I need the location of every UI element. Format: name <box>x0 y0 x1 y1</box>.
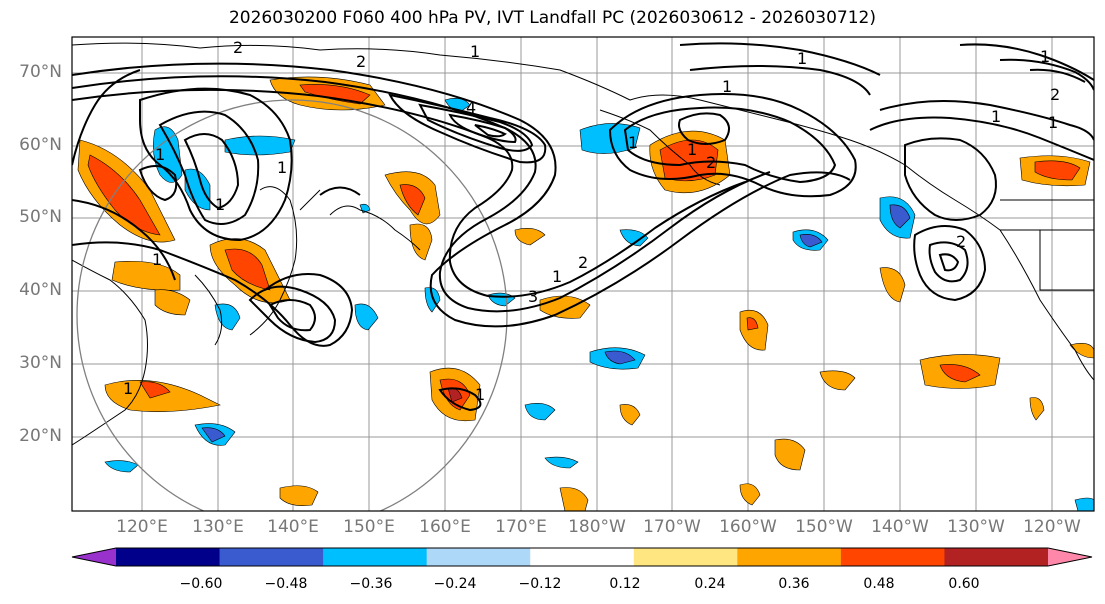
contour-label: 4 <box>466 98 476 117</box>
lon-label: 140°W <box>871 517 929 537</box>
contour-label: 1 <box>475 385 485 404</box>
lon-label: 170°E <box>495 517 547 537</box>
lon-label: 160°E <box>419 517 471 537</box>
lon-label: 120°E <box>116 517 168 537</box>
contour-label: 1 <box>1040 47 1050 66</box>
contour-label: 1 <box>722 77 732 96</box>
colorbar-extend-low <box>72 548 116 566</box>
lat-label: 60°N <box>19 135 62 155</box>
contour-label: 1 <box>277 158 287 177</box>
contour-label: 1 <box>155 145 165 164</box>
lon-label: 160°W <box>719 517 777 537</box>
contour-label: 2 <box>233 38 243 57</box>
colorbar-cell <box>323 548 428 566</box>
lon-label: 130°W <box>947 517 1005 537</box>
contour-label: 1 <box>628 133 638 152</box>
lon-label: 120°W <box>1023 517 1081 537</box>
lat-label: 30°N <box>19 353 62 373</box>
pv-contours <box>72 42 1094 412</box>
lat-label: 20°N <box>19 426 62 446</box>
colorbar-cell <box>426 548 531 566</box>
reference-circle <box>76 99 508 511</box>
colorbar-tick-label: 0.12 <box>609 576 641 592</box>
contour-label: 1 <box>470 42 480 61</box>
contour-label: 1 <box>152 250 162 269</box>
contour-label: 1 <box>991 107 1001 126</box>
colorbar-cell <box>633 548 738 566</box>
colorbar-cell <box>840 548 945 566</box>
colorbar-tick-label: 0.36 <box>778 576 810 592</box>
contour-label: 2 <box>956 232 966 251</box>
contour-label: 2 <box>356 52 366 71</box>
colorbar-cell <box>116 548 221 566</box>
lon-label: 180°W <box>568 517 626 537</box>
map-frame <box>71 36 1095 512</box>
colorbar <box>71 547 1093 567</box>
colorbar-cell <box>219 548 324 566</box>
contour-label: 1 <box>123 379 133 398</box>
lon-label: 170°W <box>643 517 701 537</box>
chart-title: 2026030200 F060 400 hPa PV, IVT Landfall… <box>228 8 876 28</box>
lon-label: 150°E <box>343 517 395 537</box>
contour-label: 2 <box>706 153 716 172</box>
contour-label: 1 <box>687 140 697 159</box>
colorbar-cell <box>530 548 635 566</box>
lat-label: 40°N <box>19 280 62 300</box>
contour-label: 1 <box>215 195 225 214</box>
contour-label: 2 <box>578 253 588 272</box>
coastlines <box>72 42 1094 446</box>
colorbar-tick-label: 0.24 <box>694 576 726 592</box>
lon-label: 150°W <box>795 517 853 537</box>
colorbar-outline <box>71 547 1093 567</box>
colorbar-extend-high <box>1048 548 1092 566</box>
colorbar-tick-label: 0.60 <box>948 576 980 592</box>
lat-label: 70°N <box>19 62 62 82</box>
colorbar-tick-label: −0.36 <box>349 576 393 592</box>
colorbar-tick-label: −0.60 <box>179 576 223 592</box>
contour-label: 2 <box>1050 85 1060 104</box>
colorbar-tick-label: 0.48 <box>863 576 895 592</box>
lon-label: 130°E <box>192 517 244 537</box>
colorbar-cell <box>944 548 1049 566</box>
contour-label: 1 <box>552 267 562 286</box>
lat-label: 50°N <box>19 207 62 227</box>
lon-label: 140°E <box>267 517 319 537</box>
contour-label: 1 <box>797 49 807 68</box>
colorbar-tick-label: −0.48 <box>264 576 308 592</box>
colorbar-tick-label: −0.12 <box>518 576 562 592</box>
contour-label: 1 <box>1048 113 1058 132</box>
contour-label: 3 <box>528 287 538 306</box>
colorbar-cell <box>737 548 842 566</box>
contour-labels: 2 2 1 4 1 1 1 2 1 1 1 2 1 2 3 1 1 1 1 1 … <box>123 38 1060 404</box>
colorbar-tick-label: −0.24 <box>433 576 477 592</box>
